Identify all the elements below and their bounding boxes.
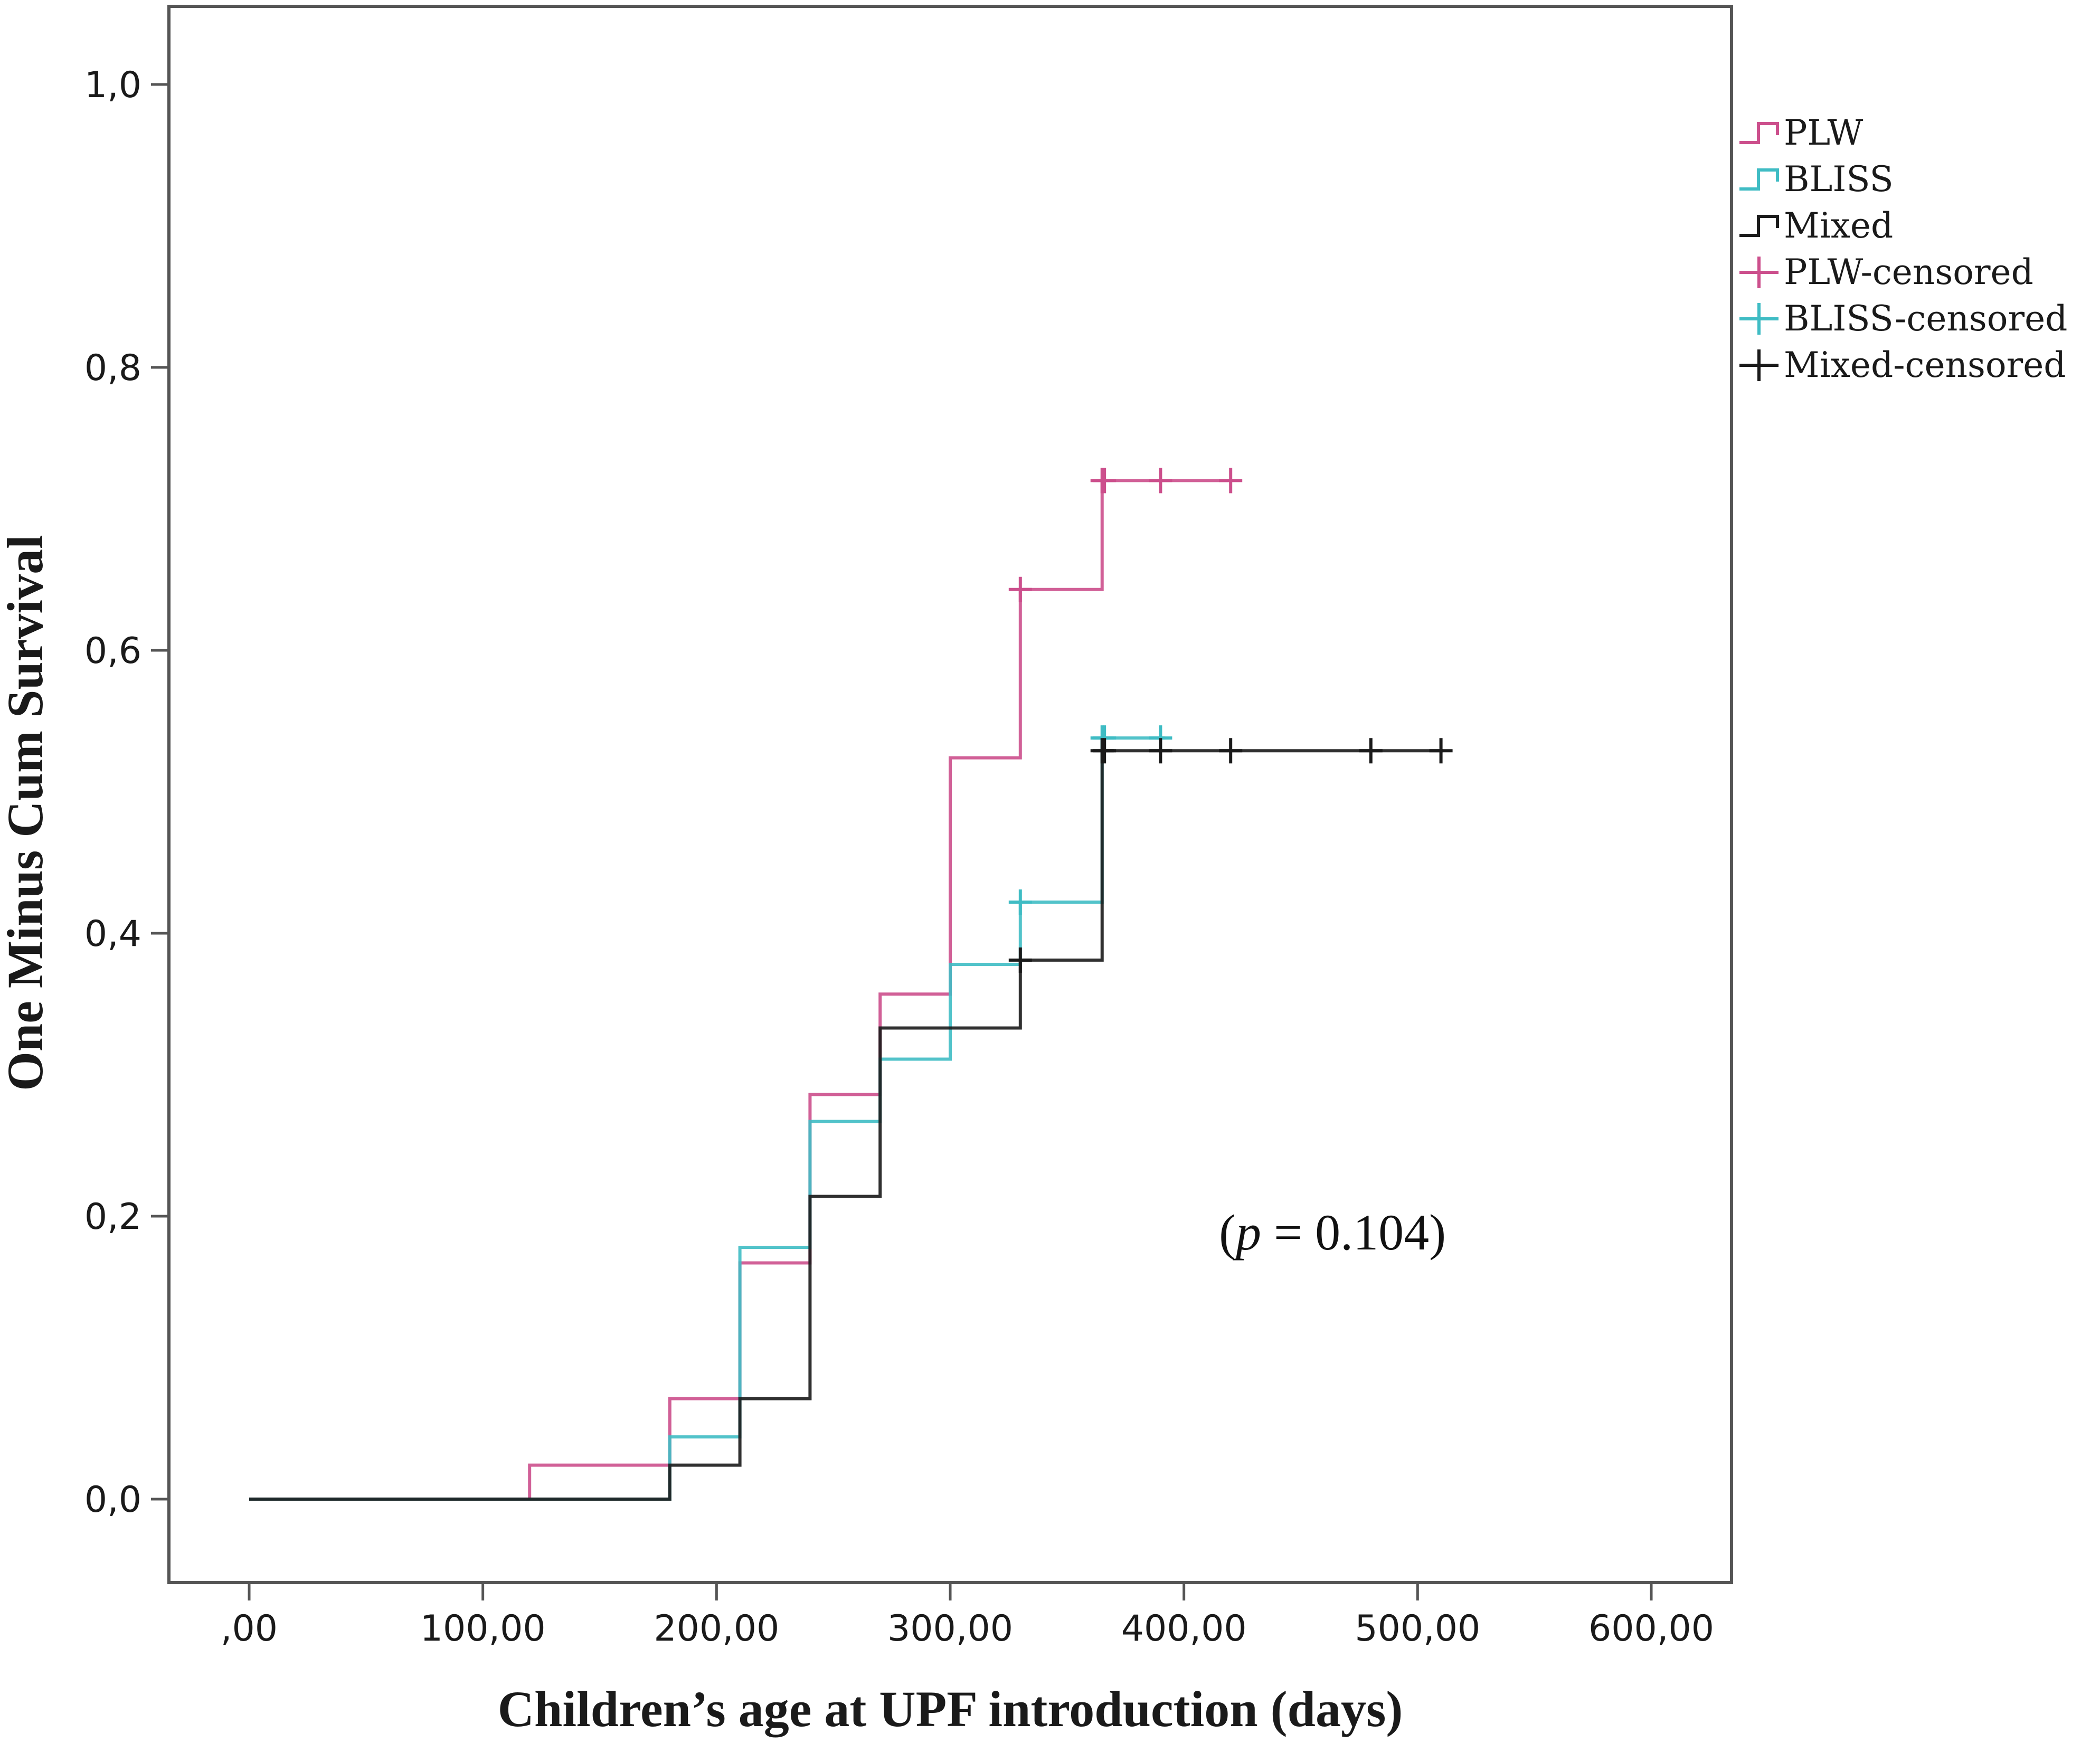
censor-layer <box>1008 468 1453 973</box>
series-layer <box>249 479 1444 1501</box>
legend-label-mixed: Mixed <box>1784 205 1893 246</box>
y-tick-label: 0,2 <box>84 1196 141 1238</box>
y-axis: 0,0 0,2 0,4 0,6 0,8 1,0 <box>84 64 169 1521</box>
legend-item-plw-censored: PLW-censored <box>1739 252 2033 292</box>
censor-mark-mixed <box>1093 738 1117 764</box>
legend-label-plw: PLW <box>1784 112 1863 153</box>
censor-mark-plw <box>1149 468 1172 494</box>
censor-mark-mixed <box>1219 738 1243 764</box>
p-value-annotation: (p = 0.104) <box>1219 1204 1446 1261</box>
y-tick-label: 1,0 <box>84 64 141 106</box>
legend-item-mixed: Mixed <box>1739 205 1893 246</box>
legend-item-bliss-censored: BLISS-censored <box>1739 298 2067 339</box>
series-line-plw <box>249 479 1231 1501</box>
legend-label-bliss: BLISS <box>1784 159 1894 200</box>
censor-mark-bliss <box>1008 889 1032 915</box>
x-tick-label: 400,00 <box>1121 1608 1247 1650</box>
censor-mark-mixed <box>1359 738 1383 764</box>
x-tick-label: ,00 <box>221 1608 278 1650</box>
annotation-value: = 0.104) <box>1261 1204 1446 1261</box>
censor-mark-plw <box>1093 468 1117 494</box>
legend-swatch-bliss-censored <box>1739 303 1779 335</box>
x-tick-label: 500,00 <box>1355 1608 1480 1650</box>
y-tick-label: 0,0 <box>84 1479 141 1521</box>
x-tick-label: 600,00 <box>1588 1608 1714 1650</box>
x-tick-label: 300,00 <box>887 1608 1013 1650</box>
y-axis-title: One Minus Cum Survival <box>0 535 53 1091</box>
censor-mark-mixed <box>1008 947 1032 973</box>
legend-label-mixed-censored: Mixed-censored <box>1784 345 2066 385</box>
x-tick-label: 200,00 <box>654 1608 779 1650</box>
series-line-mixed <box>249 749 1444 1501</box>
legend-swatch-plw-censored <box>1739 257 1779 288</box>
censor-mark-plw <box>1219 468 1243 494</box>
legend-item-bliss: BLISS <box>1739 159 1894 200</box>
censor-mark-mixed <box>1429 738 1453 764</box>
annotation-p-symbol: p <box>1233 1204 1261 1261</box>
legend-swatch-mixed <box>1739 215 1779 237</box>
legend-label-plw-censored: PLW-censored <box>1784 252 2033 292</box>
legend: PLW BLISS Mixed PLW-censored BLISS-censored M… <box>1739 112 2067 385</box>
y-tick-label: 0,6 <box>84 630 141 672</box>
annotation-prefix: ( <box>1219 1204 1236 1261</box>
y-tick-label: 0,4 <box>84 913 141 955</box>
x-tick-label: 100,00 <box>420 1608 546 1650</box>
legend-item-plw: PLW <box>1739 112 1863 153</box>
y-tick-label: 0,8 <box>84 347 141 389</box>
x-axis: ,00 100,00 200,00 300,00 400,00 500,00 600,00 <box>221 1583 1714 1650</box>
legend-item-mixed-censored: Mixed-censored <box>1739 345 2066 385</box>
legend-swatch-plw <box>1739 122 1779 144</box>
legend-label-bliss-censored: BLISS-censored <box>1784 298 2067 339</box>
censor-mark-mixed <box>1149 738 1172 764</box>
legend-swatch-bliss <box>1739 168 1779 191</box>
x-axis-title: Children’s age at UPF introduction (days… <box>498 1681 1403 1737</box>
legend-swatch-mixed-censored <box>1739 349 1779 381</box>
censor-mark-plw <box>1008 576 1032 602</box>
